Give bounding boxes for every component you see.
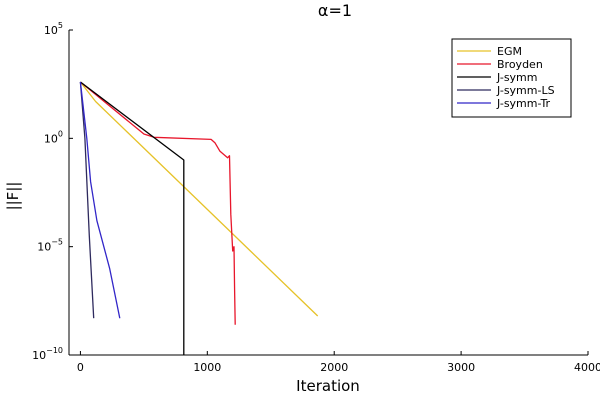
legend-label-egm: EGM xyxy=(497,45,522,58)
y-axis-title: ||F|| xyxy=(4,182,22,211)
x-tick-label: 1000 xyxy=(193,361,221,374)
x-tick-label: 0 xyxy=(77,361,84,374)
series-line-j-symm-ls xyxy=(79,81,95,319)
series-line-j-symm xyxy=(80,81,185,355)
legend-label-broyden: Broyden xyxy=(497,58,543,71)
legend-label-j-symm: J-symm xyxy=(496,71,538,84)
y-tick-label: 100 xyxy=(44,129,63,145)
x-tick-label: 3000 xyxy=(447,361,475,374)
y-tick-label: 10−5 xyxy=(37,238,63,254)
series-line-j-symm-tr xyxy=(79,81,121,319)
y-tick-exponent: −5 xyxy=(51,238,63,247)
y-tick-base: 10 xyxy=(44,24,58,37)
x-ticks: 0 1000 2000 3000 4000 xyxy=(77,351,600,374)
y-tick-label: 10−10 xyxy=(32,346,63,362)
x-tick-label: 4000 xyxy=(574,361,600,374)
y-tick-exponent: 5 xyxy=(58,21,63,30)
series-layer xyxy=(79,81,319,355)
y-tick-base: 10 xyxy=(32,349,46,362)
y-tick-exponent: 0 xyxy=(58,129,63,138)
chart-title: α=1 xyxy=(318,1,352,20)
legend-box xyxy=(451,38,572,118)
series-line-egm xyxy=(79,81,319,317)
legend-label-j-symm-tr: J-symm-Tr xyxy=(496,97,551,110)
series-line-broyden xyxy=(79,81,236,325)
x-axis-title: Iteration xyxy=(296,377,360,395)
x-tick-label: 2000 xyxy=(320,361,348,374)
legend-label-j-symm-ls: J-symm-LS xyxy=(496,84,555,97)
y-tick-base: 10 xyxy=(44,132,58,145)
y-tick-base: 10 xyxy=(37,241,51,254)
y-tick-exponent: −10 xyxy=(46,346,63,355)
y-tick-label: 105 xyxy=(44,21,63,37)
